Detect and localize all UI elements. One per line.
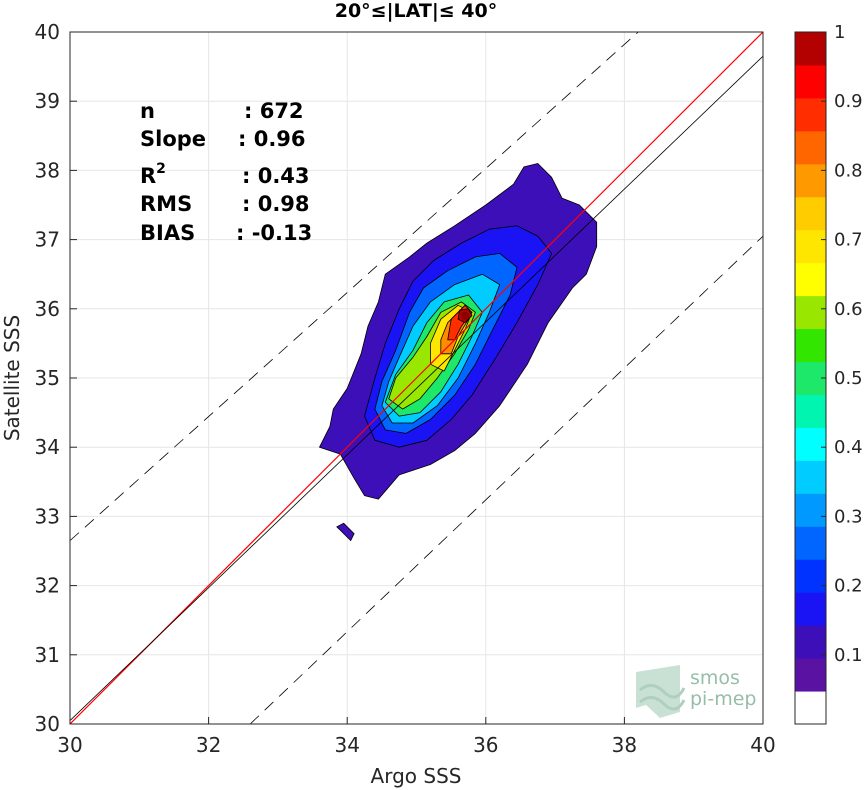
stat-label: n: [140, 99, 155, 123]
colorbar-swatch: [795, 493, 826, 527]
colorbar-swatch: [795, 229, 826, 264]
stat-label: Slope: [140, 127, 206, 151]
colorbar-swatch: [795, 32, 826, 66]
stat-label-r-sup: 2: [156, 161, 166, 177]
stat-label-r: R: [140, 164, 156, 188]
line-one-to-one: [70, 32, 763, 724]
colorbar-tick-label: 0.4: [834, 437, 863, 458]
line-regression: [70, 55, 763, 721]
colorbar-tick-label: 0.2: [834, 576, 863, 597]
smos-pimep-logo: smos pi-mep: [636, 665, 756, 718]
colorbar-tick-label: 0.8: [834, 160, 863, 181]
colorbar-swatch: [795, 130, 826, 165]
density-contours: [319, 163, 598, 542]
x-tick-label: 34: [334, 733, 359, 757]
reference-lines: [70, 32, 763, 724]
line-lower-bound: [249, 235, 763, 724]
colorbar-swatch: [795, 97, 826, 132]
stat-value: : 0.98: [242, 192, 310, 216]
colorbar-swatch: [795, 295, 826, 330]
chart-title: 20°≤|LAT|≤ 40°: [335, 0, 498, 22]
colorbar-swatch: [795, 262, 826, 297]
colorbar-swatch: [795, 394, 826, 428]
stat-value: : 0.43: [242, 164, 310, 188]
logo-line-2: pi-mep: [690, 688, 756, 710]
colorbar-tick-label: 0.9: [834, 91, 863, 112]
colorbar-swatch: [795, 64, 826, 99]
colorbar-tick-label: 0.6: [834, 299, 863, 320]
x-tick-label: 38: [612, 733, 637, 757]
y-tick-label: 36: [35, 297, 60, 321]
statistics-box: n : 672 Slope : 0.96 R2 : 0.43 RMS : 0.9…: [140, 99, 312, 245]
y-tick-label: 31: [35, 643, 60, 667]
x-tick-label: 36: [473, 733, 498, 757]
stat-value: : -0.13: [236, 221, 312, 245]
logo-line-1: smos: [690, 667, 740, 689]
y-tick-label: 30: [35, 712, 60, 736]
colorbar-swatch: [795, 196, 826, 231]
y-tick-label: 39: [35, 89, 60, 113]
colorbar-tick-label: 0.7: [834, 230, 863, 251]
y-tick-label: 38: [35, 158, 60, 182]
x-tick-label: 40: [750, 733, 775, 757]
y-tick-label: 37: [35, 228, 60, 252]
colorbar-tick-label: 1: [834, 22, 845, 43]
line-upper-bound: [70, 32, 639, 541]
colorbar-tick-label: 0.5: [834, 368, 863, 389]
colorbar-swatch: [795, 658, 826, 692]
stat-value: : 0.96: [238, 127, 306, 151]
density-contour-outlier: [336, 522, 355, 542]
stat-label: RMS: [140, 192, 192, 216]
x-tick-label: 32: [196, 733, 221, 757]
colorbar-swatch: [795, 625, 826, 659]
colorbar-swatch: [795, 691, 826, 725]
y-axis-label: Satellite SSS: [0, 315, 24, 441]
colorbar-swatch: [795, 526, 826, 560]
wave-icon: [636, 665, 686, 718]
colorbar-swatch: [795, 361, 826, 395]
y-axis-ticks: 30 31 32 33 34 35 36 37 38 39 40: [35, 20, 77, 736]
colorbar-swatch: [795, 460, 826, 494]
colorbar-swatch: [795, 328, 826, 363]
stat-label: R2: [140, 161, 166, 188]
colorbar-swatch: [795, 427, 826, 461]
stat-value: : 672: [244, 99, 304, 123]
colorbar-swatch: [795, 592, 826, 626]
y-tick-label: 34: [35, 435, 60, 459]
y-tick-label: 32: [35, 574, 60, 598]
x-axis-label: Argo SSS: [371, 764, 462, 788]
y-tick-label: 40: [35, 20, 60, 44]
x-tick-label: 30: [57, 733, 82, 757]
y-tick-label: 33: [35, 504, 60, 528]
colorbar-swatch: [795, 559, 826, 593]
y-tick-label: 35: [35, 366, 60, 390]
colorbar-tick-label: 0.1: [834, 645, 863, 666]
density-peak: [461, 311, 470, 320]
colorbar-swatch: [795, 163, 826, 198]
colorbar-tick-label: 0.3: [834, 506, 863, 527]
x-axis-ticks: 30 32 34 36 38 40: [57, 717, 776, 757]
stat-label: BIAS: [140, 221, 195, 245]
colorbar: 0.1 0.2 0.3 0.4 0.5 0.6 0.7 0.8 0.9 1: [794, 22, 863, 725]
